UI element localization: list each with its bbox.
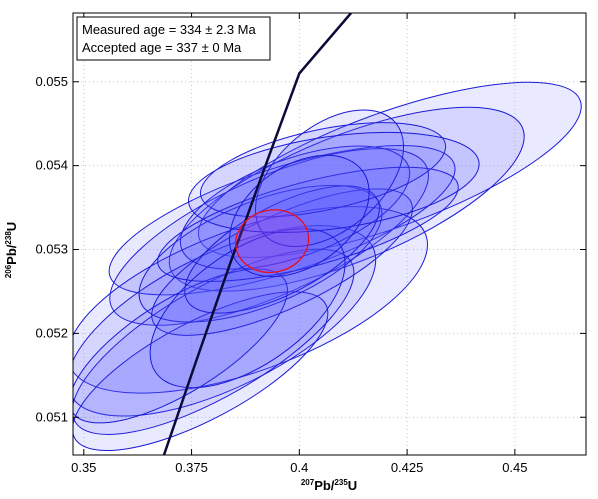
y-axis-title: 206Pb/238U <box>4 222 19 278</box>
legend-box: Measured age = 334 ± 2.3 Ma Accepted age… <box>76 16 271 61</box>
data-ellipse <box>168 106 525 292</box>
data-ellipse <box>184 185 380 314</box>
data-ellipse <box>73 248 355 435</box>
x-tick-label: 0.425 <box>391 460 424 475</box>
data-ellipse <box>197 81 582 258</box>
plot-frame <box>72 12 587 456</box>
x-tick-label: 0.375 <box>175 460 208 475</box>
data-ellipses <box>73 81 582 452</box>
data-ellipse <box>109 148 429 326</box>
grid <box>73 13 586 455</box>
data-ellipse <box>179 145 411 270</box>
y-tick-label: 0.055 <box>35 74 68 89</box>
data-ellipse <box>73 291 329 452</box>
measured-age-label: Measured age = 334 ± 2.3 Ma <box>82 22 256 37</box>
data-ellipse <box>199 122 447 218</box>
x-tick-label: 0.4 <box>290 460 308 475</box>
mean-ellipse <box>235 209 310 274</box>
data-ellipse <box>149 228 346 389</box>
concordia-curve <box>162 13 353 455</box>
y-tick-label: 0.053 <box>35 242 68 257</box>
data-ellipse <box>73 268 288 424</box>
data-ellipse <box>188 131 480 233</box>
x-tick-label: 0.35 <box>71 460 96 475</box>
accepted-age-label: Accepted age = 337 ± 0 Ma <box>82 40 242 55</box>
y-tick-label: 0.052 <box>35 325 68 340</box>
data-ellipse <box>73 206 428 394</box>
x-tick-label: 0.45 <box>502 460 527 475</box>
weighted-mean-ellipse <box>235 209 310 274</box>
x-axis-title: 207Pb/235U <box>301 478 357 493</box>
x-axis-ticks: 0.35 0.375 0.4 0.425 0.45 <box>71 13 528 475</box>
y-tick-label: 0.051 <box>35 409 68 424</box>
data-ellipse <box>229 154 370 278</box>
y-tick-label: 0.054 <box>35 158 68 173</box>
concordia-line <box>162 13 353 455</box>
y-axis-ticks: 0.051 0.052 0.053 0.054 0.055 <box>35 74 586 424</box>
